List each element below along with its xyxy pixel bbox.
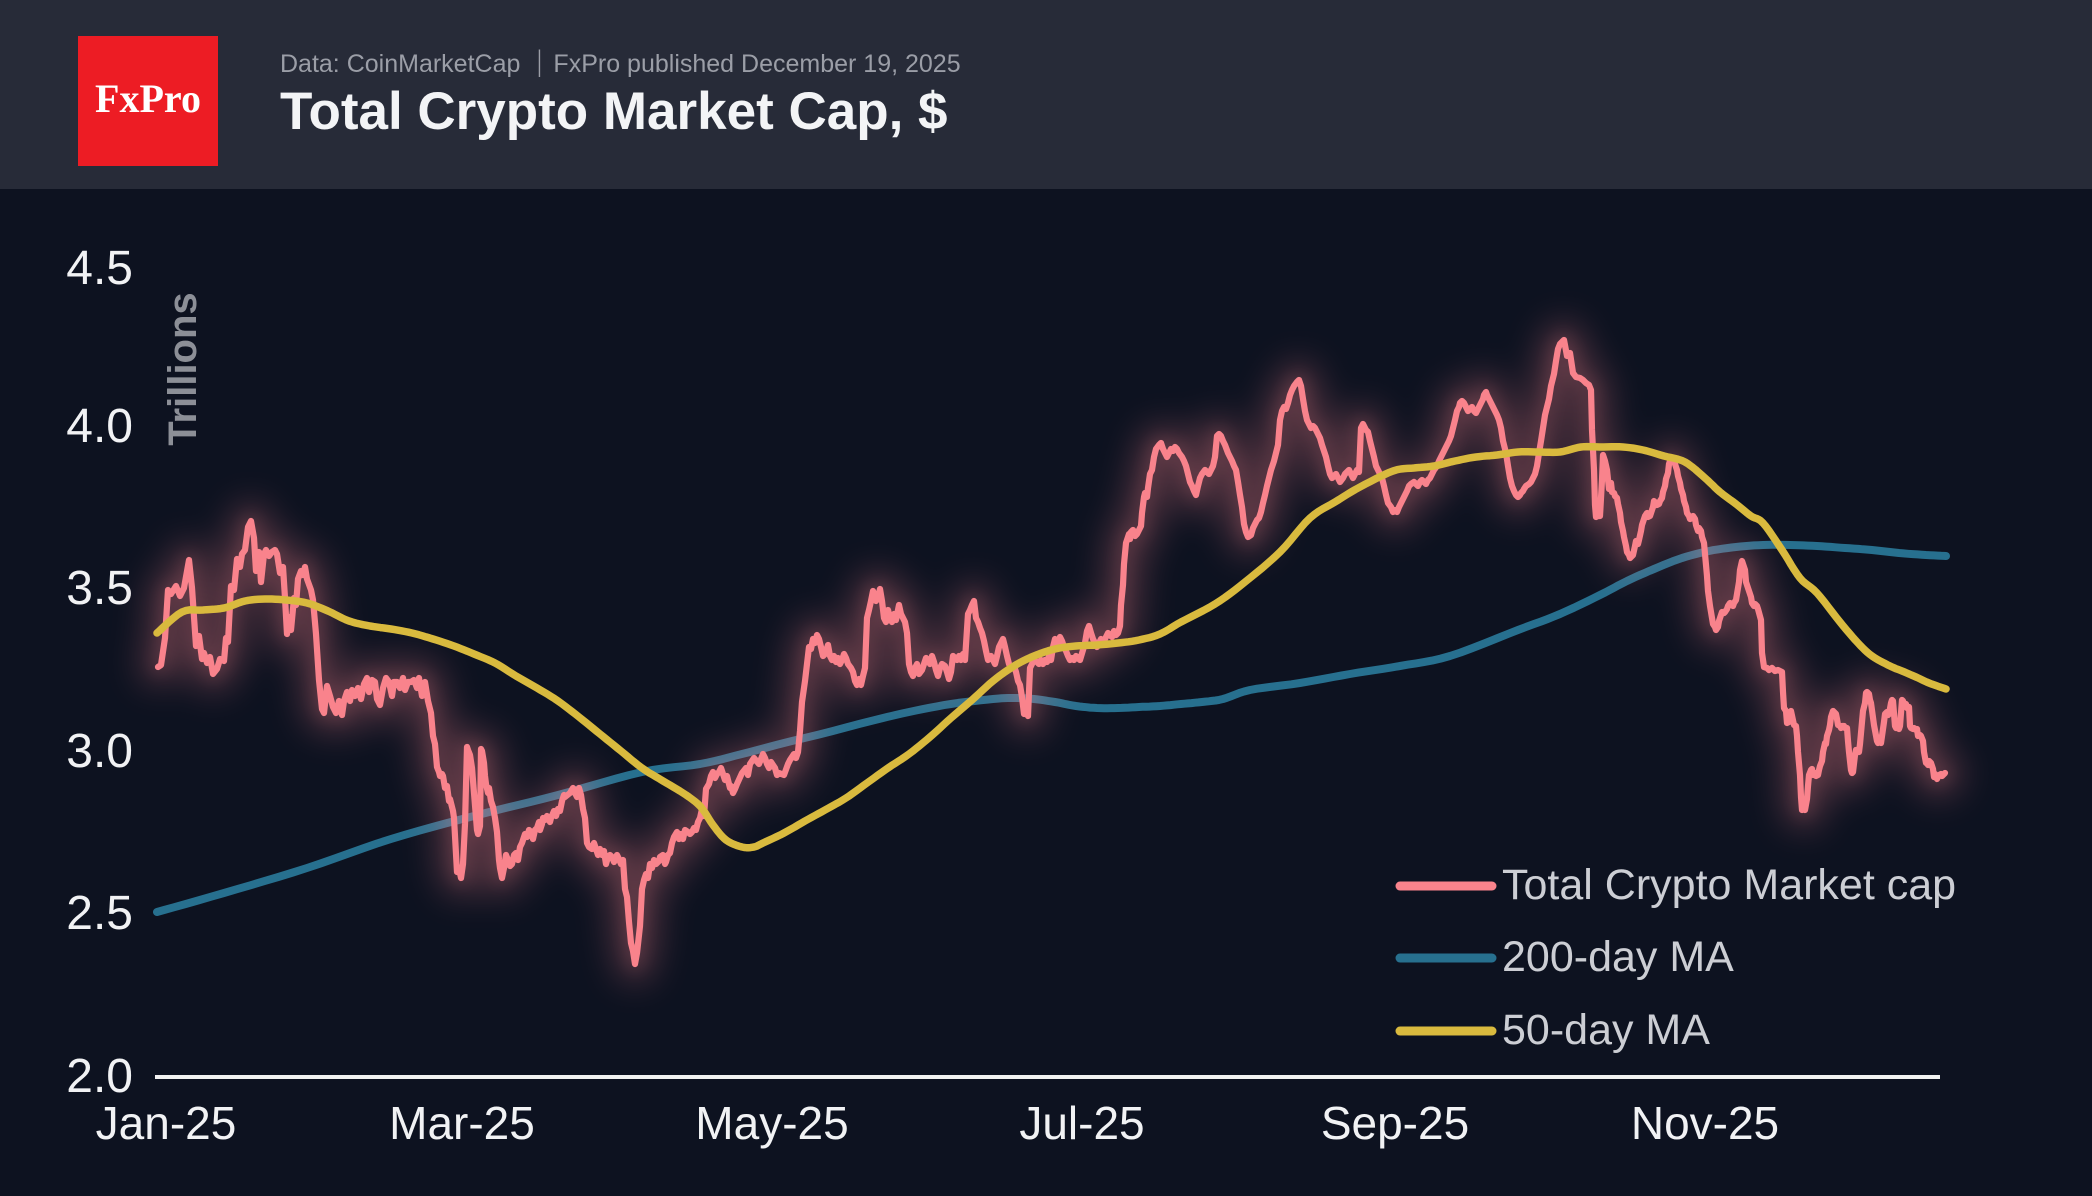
- svg-text:3.5: 3.5: [66, 562, 133, 615]
- svg-text:Data: CoinMarketCap ⏐ FxPro p: Data: CoinMarketCap ⏐ FxPro published De…: [280, 49, 961, 78]
- svg-text:50-day MA: 50-day MA: [1502, 1006, 1710, 1054]
- svg-text:Total Crypto Market cap: Total Crypto Market cap: [1502, 861, 1956, 909]
- svg-text:May-25: May-25: [695, 1097, 848, 1149]
- svg-text:FxPro: FxPro: [95, 76, 201, 121]
- svg-text:Nov-25: Nov-25: [1631, 1097, 1779, 1149]
- svg-text:2.0: 2.0: [66, 1050, 133, 1103]
- svg-text:4.0: 4.0: [66, 400, 133, 453]
- svg-text:200-day MA: 200-day MA: [1502, 933, 1734, 981]
- svg-text:Trillions: Trillions: [161, 292, 205, 445]
- svg-text:4.5: 4.5: [66, 242, 133, 295]
- svg-text:Mar-25: Mar-25: [389, 1097, 535, 1149]
- svg-text:Jul-25: Jul-25: [1019, 1097, 1144, 1149]
- svg-text:Total Crypto Market Cap, $: Total Crypto Market Cap, $: [280, 82, 948, 141]
- svg-text:Sep-25: Sep-25: [1321, 1097, 1469, 1149]
- svg-text:Jan-25: Jan-25: [96, 1097, 237, 1149]
- svg-text:2.5: 2.5: [66, 887, 133, 940]
- svg-text:3.0: 3.0: [66, 725, 133, 778]
